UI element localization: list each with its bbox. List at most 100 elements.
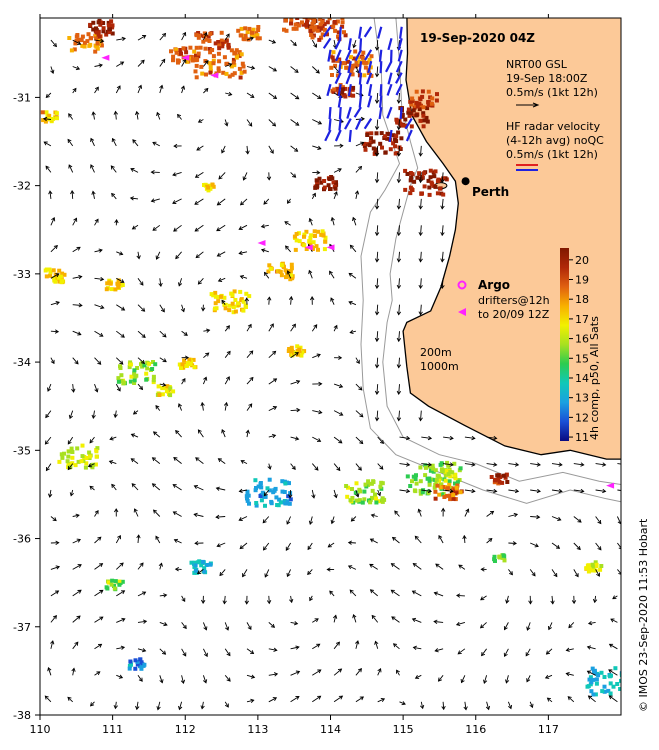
current-arrow bbox=[263, 489, 270, 496]
sst-pixel bbox=[613, 666, 618, 671]
current-arrowhead bbox=[380, 697, 386, 702]
sst-pixel bbox=[224, 61, 229, 66]
current-arrowhead bbox=[355, 493, 360, 498]
current-arrow bbox=[463, 535, 466, 544]
sst-pixel bbox=[428, 468, 433, 473]
current-arrowhead bbox=[196, 570, 202, 575]
current-arrow bbox=[548, 622, 553, 630]
current-arrow bbox=[421, 463, 432, 466]
sst-pixel bbox=[44, 274, 49, 279]
current-arrowhead bbox=[200, 705, 205, 710]
sst-pixel bbox=[309, 33, 314, 37]
sst-pixel bbox=[442, 495, 447, 499]
current-arrowhead bbox=[396, 364, 402, 369]
sst-pixel bbox=[217, 43, 222, 48]
current-arrowhead bbox=[248, 403, 253, 408]
sst-pixel bbox=[320, 20, 325, 24]
hf-vector bbox=[328, 118, 332, 131]
current-arrowhead bbox=[308, 520, 314, 525]
current-arrow bbox=[224, 675, 231, 682]
sst-pixel bbox=[588, 675, 593, 680]
current-arrowhead bbox=[72, 87, 77, 93]
sst-pixel bbox=[292, 234, 297, 239]
current-arrowhead bbox=[216, 543, 221, 548]
current-arrowhead bbox=[77, 589, 82, 594]
sst-pixel bbox=[435, 92, 439, 97]
current-arrow bbox=[376, 225, 379, 236]
sst-pixel bbox=[441, 176, 446, 181]
current-arrowhead bbox=[50, 69, 55, 75]
sst-pixel bbox=[284, 501, 289, 506]
sst-pixel bbox=[435, 483, 440, 488]
current-arrowhead bbox=[339, 143, 344, 148]
sst-pixel bbox=[66, 462, 71, 466]
current-arrowhead bbox=[313, 43, 317, 48]
isobath-1000-label: 1000m bbox=[420, 360, 459, 373]
sst-pixel bbox=[319, 26, 324, 31]
current-arrow bbox=[376, 304, 379, 315]
current-arrowhead bbox=[203, 679, 208, 684]
current-arrow bbox=[243, 172, 248, 181]
current-arrowhead bbox=[586, 645, 592, 650]
current-arrow bbox=[156, 112, 161, 120]
current-arrowhead bbox=[238, 226, 243, 230]
sst-pixel bbox=[265, 486, 270, 491]
current-arrowhead bbox=[295, 95, 300, 100]
sst-pixel bbox=[219, 294, 223, 299]
current-arrowhead bbox=[289, 598, 294, 604]
sst-pixel bbox=[91, 27, 96, 32]
sst-pixel bbox=[340, 20, 345, 25]
current-arrowhead bbox=[130, 168, 135, 172]
current-arrowhead bbox=[47, 666, 52, 672]
sst-pixel bbox=[53, 279, 58, 284]
current-arrowhead bbox=[338, 439, 343, 444]
sst-pixel bbox=[628, 673, 632, 677]
current-arrow bbox=[116, 618, 125, 623]
current-arrow bbox=[45, 410, 52, 418]
sst-pixel bbox=[427, 479, 432, 484]
current-arrowhead bbox=[544, 674, 550, 679]
sst-pixel bbox=[496, 477, 501, 482]
sst-pixel bbox=[293, 22, 298, 27]
sst-pixel bbox=[383, 150, 388, 155]
sst-pixel bbox=[310, 247, 315, 251]
sst-pixel bbox=[332, 87, 337, 92]
sst-pixel bbox=[85, 39, 90, 44]
current-arrow bbox=[464, 701, 467, 710]
sst-pixel bbox=[113, 579, 118, 584]
current-arrowhead bbox=[374, 640, 379, 645]
sst-pixel bbox=[104, 287, 109, 292]
sst-pixel bbox=[619, 678, 621, 683]
current-arrow bbox=[203, 60, 209, 67]
current-arrow bbox=[398, 172, 400, 183]
sst-pixel bbox=[291, 26, 296, 31]
sst-pixel bbox=[99, 43, 104, 48]
hf-vector bbox=[397, 49, 403, 62]
sst-pixel bbox=[272, 488, 277, 493]
current-arrowhead bbox=[526, 678, 531, 683]
current-arrow bbox=[420, 701, 424, 709]
lon-tick-label: 110 bbox=[30, 723, 51, 736]
sst-pixel bbox=[373, 492, 377, 497]
current-arrow bbox=[116, 674, 123, 679]
sst-pixel bbox=[369, 136, 373, 141]
current-arrow bbox=[89, 436, 95, 444]
current-arrow bbox=[551, 542, 560, 549]
sst-pixel bbox=[331, 24, 336, 29]
current-arrow bbox=[261, 249, 269, 253]
current-arrowhead bbox=[406, 462, 411, 467]
current-arrowhead bbox=[99, 616, 104, 621]
sst-pixel bbox=[497, 479, 502, 484]
current-arrowhead bbox=[193, 512, 198, 518]
current-arrowhead bbox=[263, 271, 268, 277]
sst-pixel bbox=[207, 47, 212, 51]
current-arrowhead bbox=[355, 359, 360, 365]
current-arrowhead bbox=[216, 201, 221, 206]
sst-pixel bbox=[365, 142, 370, 147]
sst-pixel bbox=[237, 53, 242, 58]
current-arrowhead bbox=[512, 541, 517, 546]
current-arrow bbox=[159, 621, 168, 626]
current-arrowhead bbox=[67, 696, 72, 701]
current-arrowhead bbox=[333, 324, 338, 330]
sst-pixel bbox=[118, 366, 123, 370]
